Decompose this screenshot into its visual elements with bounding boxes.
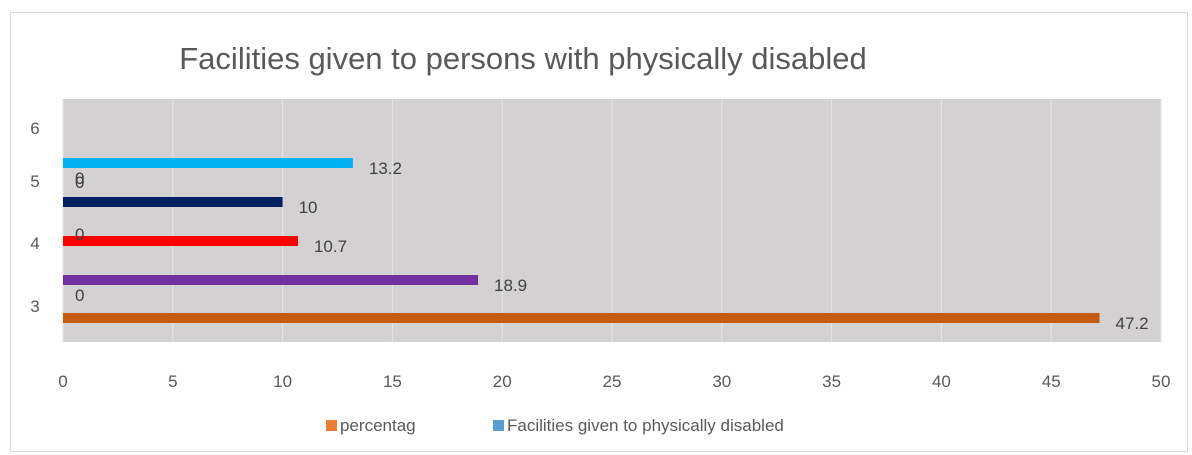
- data-label: 18.9: [494, 276, 527, 295]
- zero-label: 0: [75, 169, 84, 188]
- x-tick-label: 30: [712, 372, 731, 391]
- data-label: 10.7: [314, 237, 347, 256]
- x-tick-label: 45: [1042, 372, 1061, 391]
- bar: [63, 313, 1100, 323]
- legend: percentag Facilities given to physically …: [326, 416, 784, 435]
- x-tick-label: 35: [822, 372, 841, 391]
- x-tick-label: 15: [383, 372, 402, 391]
- x-tick-label: 20: [493, 372, 512, 391]
- x-tick-label: 50: [1152, 372, 1171, 391]
- zero-label: 0: [75, 173, 84, 192]
- legend-label: Facilities given to physically disabled: [507, 416, 784, 435]
- bar: [63, 197, 283, 207]
- bar: [63, 158, 353, 168]
- chart-svg: Facilities given to persons with physica…: [30, 41, 1170, 435]
- x-tick-label: 5: [168, 372, 177, 391]
- y-tick-label: 4: [30, 234, 39, 253]
- y-tick-label: 6: [30, 119, 39, 138]
- legend-swatch: [326, 420, 337, 431]
- legend-swatch: [493, 420, 504, 431]
- x-tick-label: 0: [58, 372, 67, 391]
- zero-label: 0: [75, 225, 84, 244]
- legend-label: percentag: [340, 416, 416, 435]
- x-tick-label: 40: [932, 372, 951, 391]
- chart-container: Facilities given to persons with physica…: [10, 12, 1188, 452]
- zero-label: 0: [75, 343, 84, 362]
- x-tick-label: 25: [603, 372, 622, 391]
- data-label: 10: [299, 198, 318, 217]
- bar: [63, 236, 298, 246]
- y-tick-label: 5: [30, 172, 39, 191]
- bar: [63, 275, 479, 285]
- zero-label: 0: [75, 286, 84, 305]
- data-label: 47.2: [1116, 314, 1149, 333]
- chart-title: Facilities given to persons with physica…: [179, 41, 867, 76]
- data-label: 13.2: [369, 159, 402, 178]
- y-tick-label: 3: [30, 297, 39, 316]
- x-tick-label: 10: [273, 372, 292, 391]
